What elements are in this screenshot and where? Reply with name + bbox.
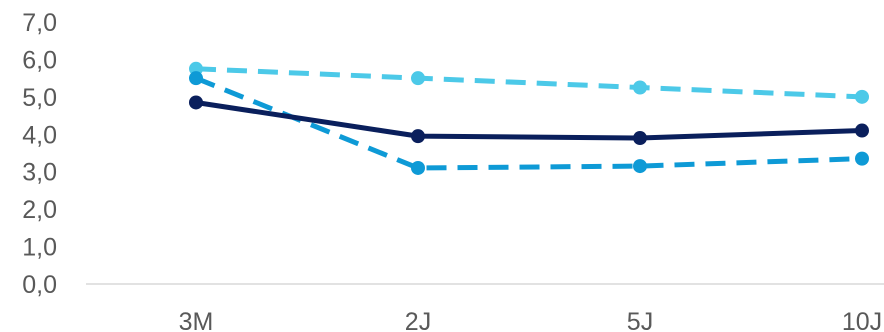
data-point	[633, 159, 647, 174]
y-tick-label: 2,0	[22, 196, 57, 224]
data-point	[633, 80, 647, 95]
series-layer	[189, 61, 869, 175]
data-point	[189, 95, 203, 110]
x-tick-label: 10J	[842, 308, 882, 332]
data-point	[411, 71, 425, 86]
y-tick-label: 1,0	[22, 234, 57, 262]
data-point	[855, 151, 869, 166]
series-1	[189, 61, 869, 104]
data-point	[855, 89, 869, 104]
y-tick-label: 6,0	[22, 46, 57, 74]
series-line	[195, 66, 863, 100]
series-line	[195, 99, 863, 141]
y-tick-label: 3,0	[22, 159, 57, 187]
y-axis-tick-labels: 0,0 1,0 2,0 3,0 4,0 5,0 6,0 7,0	[22, 9, 57, 299]
data-point	[189, 71, 203, 86]
series-3	[189, 95, 869, 146]
y-tick-label: 4,0	[22, 121, 57, 149]
series-line	[195, 75, 863, 171]
x-tick-label: 2J	[405, 308, 431, 332]
y-tick-label: 7,0	[22, 9, 57, 37]
y-tick-label: 5,0	[22, 84, 57, 112]
data-point	[411, 160, 425, 175]
x-tick-label: 5J	[627, 308, 653, 332]
x-tick-label: 3M	[179, 308, 214, 332]
data-point	[855, 123, 869, 138]
series-2	[189, 71, 869, 175]
y-tick-label: 0,0	[22, 271, 57, 299]
data-point	[411, 129, 425, 144]
data-point	[633, 131, 647, 146]
x-axis-tick-labels: 3M 2J 5J 10J	[179, 308, 883, 332]
